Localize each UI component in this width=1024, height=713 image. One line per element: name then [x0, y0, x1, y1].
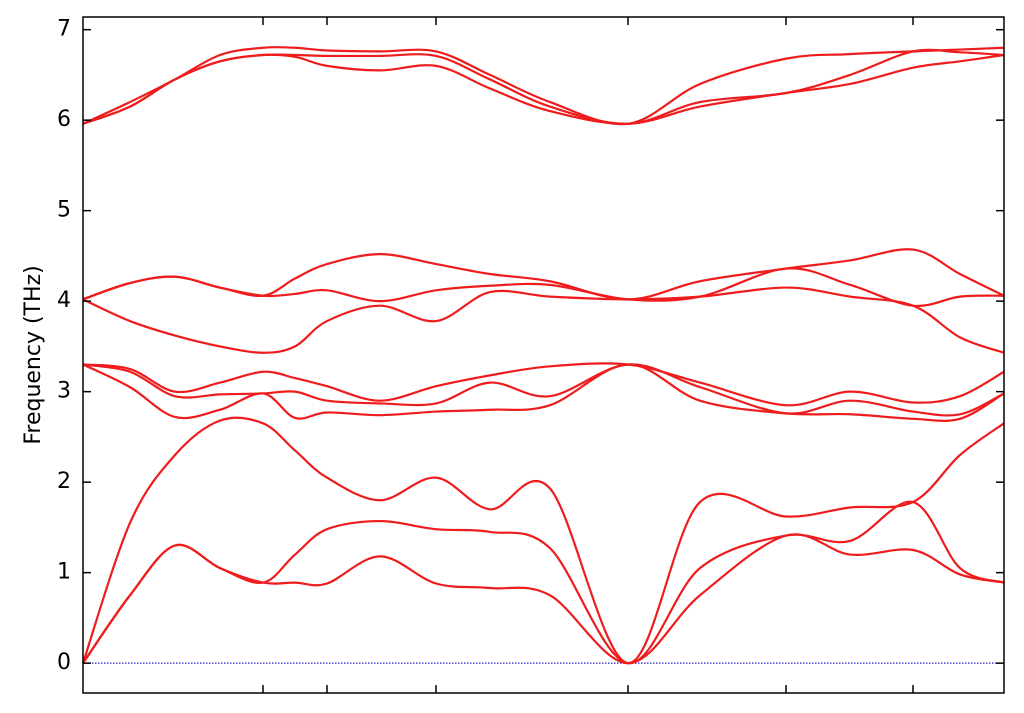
band-line [82, 362, 1005, 407]
y-tick-label: 2 [57, 469, 71, 494]
band-line [82, 500, 1005, 665]
band-line [82, 533, 1005, 665]
band-line [82, 53, 1005, 125]
band-line [82, 248, 1005, 301]
y-tick-label: 7 [57, 17, 71, 42]
y-tick-label: 6 [57, 107, 71, 132]
y-tick-label: 4 [57, 288, 71, 313]
band-line [82, 363, 1005, 422]
y-tick-label: 0 [57, 650, 71, 675]
y-axis-label: Frequency (THz) [21, 265, 46, 444]
y-tick-label: 5 [57, 198, 71, 223]
plot-frame [82, 16, 1005, 694]
band-line [81, 416, 1005, 665]
band-line [82, 48, 1005, 125]
band-line [82, 363, 1005, 417]
y-tick-label: 3 [57, 379, 71, 404]
y-tick-label: 1 [57, 560, 71, 585]
band-line [82, 286, 1005, 354]
band-line [82, 46, 1005, 126]
